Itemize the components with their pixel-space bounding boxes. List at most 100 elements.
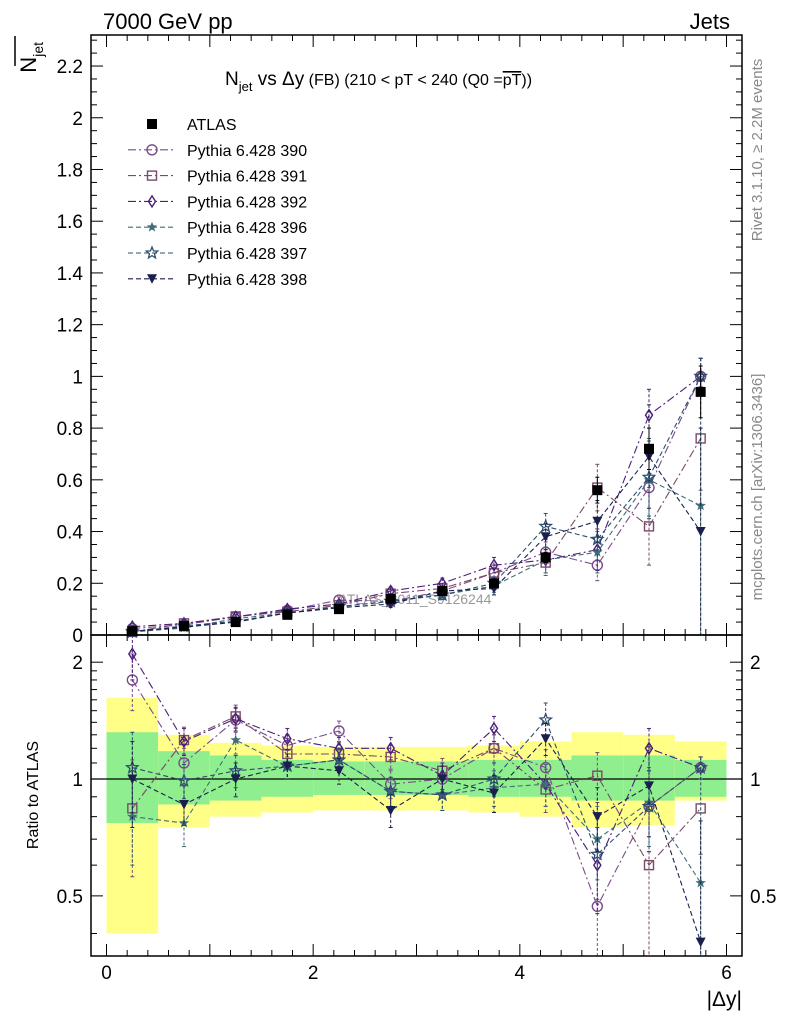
main-data-layer xyxy=(124,357,709,639)
main-title: Njet vs Δy (FB) (210 < pT < 240 (Q0 =pT)… xyxy=(225,69,532,94)
data-point xyxy=(178,757,190,769)
data-point xyxy=(489,721,499,736)
ratio-ytick-label-right: 0.5 xyxy=(750,887,776,908)
title-overline-pt: pT xyxy=(503,72,522,89)
mcplots-label: mcplots.cern.ch [arXiv:1306.3436] xyxy=(749,374,766,601)
legend-entry: Pythia 6.428 396 xyxy=(128,220,307,237)
data-point xyxy=(230,734,241,745)
main-axes: 0 0.2 0.4 0.6 0.8 1 1.2 1.4 1.6 1.8 2 2.2 xyxy=(57,34,743,647)
ytick-label: 0.2 xyxy=(57,574,83,595)
legend-label: Pythia 6.428 392 xyxy=(187,194,307,211)
data-point xyxy=(434,787,450,802)
ytick-label: 1.2 xyxy=(57,316,83,337)
title-var: Δy xyxy=(282,69,305,90)
data-point xyxy=(695,386,706,397)
series-line xyxy=(132,376,702,630)
data-point xyxy=(489,578,499,589)
ratio-axes: 0 2 4 6 0.5 0.5 1 1 2 2 xyxy=(57,634,776,984)
ytick-label: 1 xyxy=(72,367,83,388)
legend-label: Pythia 6.428 396 xyxy=(187,220,307,237)
series-line xyxy=(132,375,702,628)
data-point xyxy=(437,586,448,597)
data-point xyxy=(592,812,603,822)
xtick-label: 4 xyxy=(515,963,526,984)
series xyxy=(127,365,706,637)
data-point xyxy=(540,778,551,789)
ylabel-n: N xyxy=(16,57,41,73)
series-line xyxy=(132,376,702,633)
ytick-label: 0 xyxy=(72,626,83,647)
data-point xyxy=(231,711,240,726)
data-point xyxy=(644,443,654,454)
data-point xyxy=(538,712,554,727)
data-point xyxy=(147,119,157,129)
data-point xyxy=(540,532,551,542)
ratio-ylabel: Ratio to ATLAS xyxy=(25,741,42,849)
title-vs: vs xyxy=(252,69,282,90)
data-point xyxy=(385,805,396,816)
xtick-label: 6 xyxy=(721,963,732,984)
data-point xyxy=(179,734,189,749)
ytick-label: 0.6 xyxy=(57,471,83,492)
ytick-label: 1.4 xyxy=(57,264,84,285)
data-point xyxy=(489,558,499,572)
main-ylabel: Njet xyxy=(16,42,46,73)
svg-text:Njet: Njet xyxy=(16,42,46,73)
ylabel-sub: jet xyxy=(30,42,46,58)
series-line xyxy=(131,653,701,867)
xtick-label: 2 xyxy=(308,963,319,984)
ytick-label: 1.8 xyxy=(57,160,83,181)
xlabel: |Δy| xyxy=(707,988,742,1011)
data-point xyxy=(146,170,158,181)
data-point xyxy=(695,937,706,948)
data-point xyxy=(124,759,140,774)
legend-label: Pythia 6.428 391 xyxy=(187,169,307,186)
data-point xyxy=(385,785,396,796)
data-point xyxy=(176,772,192,788)
data-point xyxy=(283,731,292,746)
series-line xyxy=(132,479,701,633)
rivet-label: Rivet 3.1.10, ≥ 2.2M events xyxy=(749,59,766,242)
ytick-label: 2 xyxy=(72,109,83,130)
data-point xyxy=(127,774,138,785)
legend-label: Pythia 6.428 397 xyxy=(187,246,307,263)
data-point xyxy=(144,245,160,260)
data-point xyxy=(230,774,241,785)
title-n-sub: jet xyxy=(238,79,253,94)
data-point xyxy=(695,527,706,537)
data-point xyxy=(383,783,399,798)
data-point xyxy=(644,781,654,791)
data-point xyxy=(693,759,709,774)
ratio-data-layer xyxy=(124,634,709,957)
watermark: ATLAS_2011_S9126244 xyxy=(339,591,492,607)
series xyxy=(127,723,706,957)
title-close: )) xyxy=(521,72,532,89)
data-point xyxy=(643,859,655,871)
data-point xyxy=(539,761,552,774)
ratio-ytick-label-right: 1 xyxy=(750,770,761,791)
data-point xyxy=(147,274,157,284)
data-point xyxy=(334,766,344,776)
data-point xyxy=(643,521,655,532)
data-point xyxy=(592,546,603,557)
data-point xyxy=(589,846,605,861)
data-point xyxy=(333,725,345,737)
ytick-label: 1.6 xyxy=(57,212,83,233)
data-point xyxy=(489,788,499,799)
title-n: N xyxy=(225,69,239,90)
data-point xyxy=(179,620,189,631)
series-line xyxy=(132,455,702,632)
data-point xyxy=(592,770,603,781)
data-point xyxy=(282,761,293,772)
data-point xyxy=(385,593,396,604)
data-point xyxy=(128,647,137,661)
legend-entry: Pythia 6.428 397 xyxy=(128,245,307,263)
header-right: Jets xyxy=(690,9,730,34)
legend-entry: Pythia 6.428 391 xyxy=(128,169,307,186)
data-point xyxy=(386,741,395,756)
legend-label: ATLAS xyxy=(187,117,237,134)
ratio-ytick-label: 2 xyxy=(72,653,83,674)
series-line xyxy=(132,737,702,943)
legend: ATLAS Pythia 6.428 390 Pythia 6.428 391 Pyt… xyxy=(128,117,307,289)
